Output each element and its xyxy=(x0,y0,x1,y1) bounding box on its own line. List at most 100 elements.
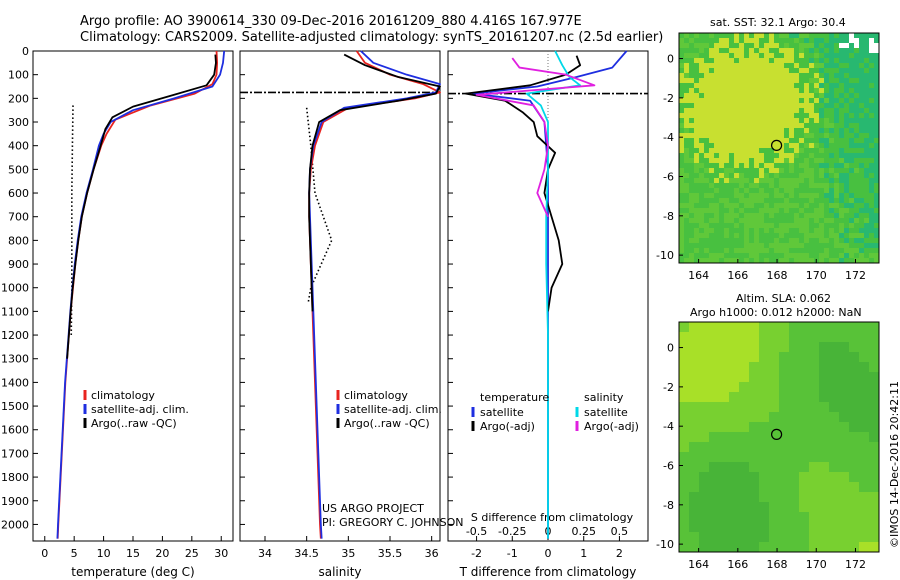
map-cell xyxy=(784,258,790,264)
map-cell xyxy=(859,213,865,219)
map-cell xyxy=(709,502,720,513)
map-cell xyxy=(799,178,805,184)
map-cell xyxy=(794,138,800,144)
map-cell xyxy=(744,173,750,179)
map-cell xyxy=(694,238,700,244)
map-cell xyxy=(704,123,710,129)
map-cell xyxy=(709,153,715,159)
map-cell xyxy=(774,228,780,234)
map-cell xyxy=(769,78,775,84)
map-cell xyxy=(709,362,720,373)
map-cell xyxy=(779,532,790,543)
map-cell xyxy=(719,33,725,39)
map-cell xyxy=(684,78,690,84)
map-cell xyxy=(719,183,725,189)
map-cell xyxy=(829,442,840,453)
map-cell xyxy=(739,442,750,453)
map-cell xyxy=(799,188,805,194)
map-cell xyxy=(719,492,730,503)
map-cell xyxy=(739,238,745,244)
sla-map-xtick-label: 164 xyxy=(688,558,709,571)
map-cell xyxy=(839,392,850,403)
map-cell xyxy=(709,118,715,124)
map-cell xyxy=(824,253,830,259)
map-cell xyxy=(844,198,850,204)
map-cell xyxy=(759,248,765,254)
map-cell xyxy=(694,38,700,44)
map-cell xyxy=(789,372,800,383)
map-cell xyxy=(709,53,715,59)
map-cell xyxy=(709,48,715,54)
map-cell xyxy=(684,58,690,64)
map-cell xyxy=(744,128,750,134)
map-cell xyxy=(694,103,700,109)
map-cell xyxy=(689,83,695,89)
map-cell xyxy=(809,103,815,109)
map-cell xyxy=(739,412,750,423)
map-cell xyxy=(789,233,795,239)
map-cell xyxy=(749,133,755,139)
map-cell xyxy=(679,148,685,154)
map-cell xyxy=(734,238,740,244)
map-cell xyxy=(829,223,835,229)
map-cell xyxy=(769,482,780,493)
map-cell xyxy=(759,173,765,179)
map-cell xyxy=(804,193,810,199)
map-cell xyxy=(714,93,720,99)
map-cell xyxy=(709,208,715,214)
map-cell xyxy=(869,332,880,343)
map-cell xyxy=(809,138,815,144)
map-cell xyxy=(699,482,710,493)
map-cell xyxy=(779,198,785,204)
map-cell xyxy=(749,163,755,169)
map-cell xyxy=(724,83,730,89)
map-cell xyxy=(869,163,875,169)
map-cell xyxy=(689,522,700,533)
map-cell xyxy=(859,432,870,443)
map-cell xyxy=(794,243,800,249)
map-cell xyxy=(779,342,790,353)
map-cell xyxy=(829,88,835,94)
map-cell xyxy=(689,33,695,39)
map-cell xyxy=(729,173,735,179)
map-cell xyxy=(759,88,765,94)
map-cell xyxy=(769,123,775,129)
map-cell xyxy=(804,258,810,264)
map-cell xyxy=(759,148,765,154)
map-cell xyxy=(699,502,710,513)
map-cell xyxy=(854,168,860,174)
map-cell xyxy=(729,193,735,199)
map-cell xyxy=(714,198,720,204)
map-cell xyxy=(874,213,880,219)
map-cell xyxy=(859,472,870,483)
map-cell xyxy=(809,133,815,139)
map-cell xyxy=(829,138,835,144)
map-cell xyxy=(769,83,775,89)
map-cell xyxy=(834,48,840,54)
map-cell xyxy=(804,213,810,219)
map-cell xyxy=(709,163,715,169)
map-cell xyxy=(859,492,870,503)
map-cell xyxy=(754,248,760,254)
map-cell xyxy=(869,238,875,244)
map-cell xyxy=(814,173,820,179)
map-cell xyxy=(834,218,840,224)
map-cell xyxy=(764,123,770,129)
map-cell xyxy=(724,98,730,104)
map-cell xyxy=(779,223,785,229)
map-cell xyxy=(869,93,875,99)
map-cell xyxy=(859,198,865,204)
map-cell xyxy=(684,53,690,59)
map-cell xyxy=(699,33,705,39)
map-cell xyxy=(779,203,785,209)
difference-xtick-label: 1 xyxy=(580,547,587,560)
map-cell xyxy=(794,88,800,94)
map-cell xyxy=(714,193,720,199)
map-cell xyxy=(689,58,695,64)
map-cell xyxy=(869,188,875,194)
map-cell xyxy=(694,223,700,229)
map-cell xyxy=(809,153,815,159)
map-cell xyxy=(844,178,850,184)
map-cell xyxy=(699,208,705,214)
map-cell xyxy=(854,83,860,89)
